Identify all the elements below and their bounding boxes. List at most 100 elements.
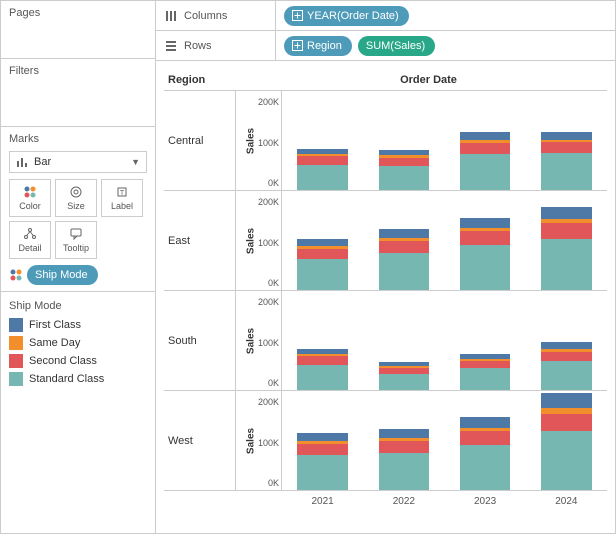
year-cell	[526, 397, 607, 490]
sum-sales-pill[interactable]: SUM(Sales)	[358, 36, 435, 56]
legend-label: Standard Class	[29, 373, 104, 385]
bar-segment[interactable]	[379, 253, 429, 290]
viz-row: EastSales200K100K0K	[164, 191, 607, 291]
bar-segment[interactable]	[460, 361, 510, 368]
x-tick: 2023	[445, 491, 526, 511]
bar-segment[interactable]	[460, 368, 510, 390]
year-cell	[445, 97, 526, 190]
order-date-header: Order Date	[250, 69, 607, 90]
bar-segment[interactable]	[379, 241, 429, 253]
viz-row: SouthSales200K100K0K	[164, 291, 607, 391]
marks-detail-button[interactable]: Detail	[9, 221, 51, 259]
bar-segment[interactable]	[541, 342, 591, 349]
y-ticks: 200K100K0K	[258, 291, 279, 390]
bar-segment[interactable]	[541, 239, 591, 290]
stacked-bar[interactable]	[379, 229, 429, 290]
row-plot	[282, 291, 607, 390]
legend-item[interactable]: Second Class	[9, 354, 147, 368]
bar-segment[interactable]	[297, 444, 347, 455]
tooltip-icon	[69, 227, 83, 241]
marks-type-dropdown[interactable]: Bar ▼	[9, 151, 147, 173]
stacked-bar[interactable]	[541, 393, 591, 491]
columns-shelf[interactable]: Columns YEAR(Order Date)	[156, 1, 615, 31]
bar-segment[interactable]	[541, 431, 591, 490]
bar-segment[interactable]	[541, 153, 591, 190]
bar-segment[interactable]	[541, 414, 591, 432]
legend-item[interactable]: First Class	[9, 318, 147, 332]
row-region-label: Central	[164, 91, 236, 190]
year-cell	[526, 197, 607, 290]
stacked-bar[interactable]	[297, 149, 347, 190]
bar-segment[interactable]	[379, 374, 429, 390]
marks-color-button[interactable]: Color	[9, 179, 51, 217]
year-order-date-pill[interactable]: YEAR(Order Date)	[284, 6, 409, 26]
bar-segment[interactable]	[460, 132, 510, 140]
stacked-bar[interactable]	[460, 218, 510, 290]
row-region-label: West	[164, 391, 236, 490]
bar-segment[interactable]	[379, 429, 429, 438]
stacked-bar[interactable]	[297, 349, 347, 390]
legend-item[interactable]: Same Day	[9, 336, 147, 350]
bar-segment[interactable]	[541, 142, 591, 153]
bar-segment[interactable]	[297, 239, 347, 246]
stacked-bar[interactable]	[379, 362, 429, 390]
bar-segment[interactable]	[460, 245, 510, 290]
bar-segment[interactable]	[297, 165, 347, 190]
marks-card-row: Ship Mode	[9, 265, 147, 285]
bar-segment[interactable]	[379, 441, 429, 453]
marks-tooltip-button[interactable]: Tooltip	[55, 221, 97, 259]
bar-segment[interactable]	[541, 223, 591, 239]
bar-segment[interactable]	[541, 352, 591, 361]
bar-segment[interactable]	[460, 143, 510, 154]
bar-segment[interactable]	[297, 156, 347, 165]
rows-shelf[interactable]: Rows Region SUM(Sales)	[156, 31, 615, 61]
legend-item[interactable]: Standard Class	[9, 372, 147, 386]
stacked-bar[interactable]	[541, 132, 591, 190]
marks-size-button[interactable]: Size	[55, 179, 97, 217]
bar-segment[interactable]	[541, 132, 591, 139]
marks-label-button[interactable]: T Label	[101, 179, 143, 217]
bar-segment[interactable]	[297, 356, 347, 365]
y-axis: Sales200K100K0K	[236, 291, 282, 390]
y-tick: 200K	[258, 297, 279, 307]
bar-segment[interactable]	[379, 229, 429, 238]
stacked-bar[interactable]	[297, 433, 347, 490]
bar-segment[interactable]	[460, 154, 510, 190]
stacked-bar[interactable]	[460, 354, 510, 390]
bar-segment[interactable]	[541, 361, 591, 390]
year-cell	[526, 297, 607, 390]
stacked-bar[interactable]	[460, 417, 510, 490]
stacked-bar[interactable]	[379, 429, 429, 490]
stacked-bar[interactable]	[379, 150, 429, 190]
region-header: Region	[164, 69, 250, 90]
bar-segment[interactable]	[297, 433, 347, 441]
region-pill[interactable]: Region	[284, 36, 352, 56]
bar-segment[interactable]	[460, 431, 510, 445]
bar-segment[interactable]	[541, 207, 591, 220]
y-tick: 0K	[258, 278, 279, 288]
ship-mode-pill[interactable]: Ship Mode	[27, 265, 98, 285]
bar-segment[interactable]	[379, 453, 429, 490]
stacked-bar[interactable]	[297, 239, 347, 290]
year-cell	[363, 297, 444, 390]
stacked-bar[interactable]	[460, 132, 510, 190]
plus-icon	[292, 40, 303, 51]
bar-segment[interactable]	[460, 231, 510, 245]
bar-segment[interactable]	[297, 259, 347, 290]
legend-swatch	[9, 354, 23, 368]
bar-segment[interactable]	[297, 365, 347, 390]
bar-segment[interactable]	[297, 455, 347, 490]
bar-segment[interactable]	[379, 166, 429, 190]
bar-segment[interactable]	[379, 158, 429, 166]
y-tick: 200K	[258, 97, 279, 107]
stacked-bar[interactable]	[541, 207, 591, 290]
bar-segment[interactable]	[297, 249, 347, 259]
stacked-bar[interactable]	[541, 342, 591, 390]
year-cell	[363, 397, 444, 490]
x-tick: 2022	[363, 491, 444, 511]
bar-segment[interactable]	[541, 393, 591, 409]
bar-segment[interactable]	[460, 445, 510, 490]
year-cell	[526, 97, 607, 190]
bar-segment[interactable]	[460, 417, 510, 428]
bar-segment[interactable]	[460, 218, 510, 228]
